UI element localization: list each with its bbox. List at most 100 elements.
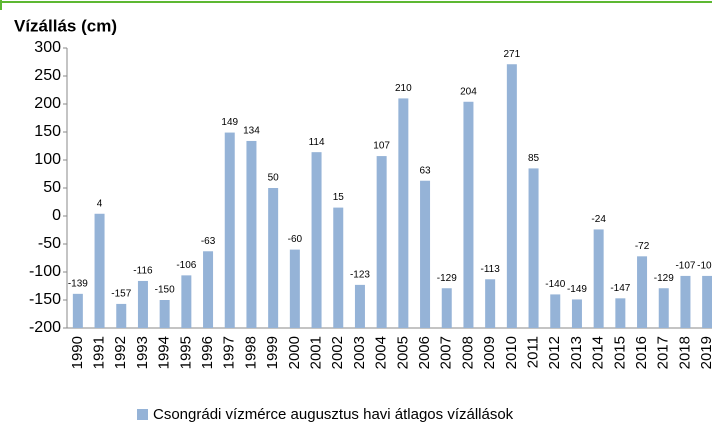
- bar: [116, 303, 127, 328]
- bar: [376, 156, 387, 328]
- x-tick-label: 1991: [91, 336, 108, 369]
- bar: [268, 188, 279, 328]
- x-tick-label: 1999: [264, 336, 281, 369]
- x-tick-label: 2016: [633, 336, 650, 369]
- bar: [289, 249, 300, 328]
- x-tick-label: 2006: [416, 336, 433, 369]
- bar: [506, 64, 517, 329]
- bar: [159, 300, 170, 328]
- bar: [550, 294, 561, 328]
- data-label: 85: [528, 153, 540, 164]
- bar: [615, 298, 626, 328]
- x-tick-label: 2014: [590, 336, 607, 369]
- data-label: -123: [350, 270, 370, 281]
- data-label: 271: [504, 49, 521, 60]
- data-label: -72: [635, 241, 650, 252]
- bar: [637, 256, 648, 328]
- data-label: -24: [591, 214, 606, 225]
- bar: [658, 288, 669, 328]
- x-tick-label: 1997: [221, 336, 238, 369]
- data-label: -129: [654, 273, 674, 284]
- data-label: -157: [111, 289, 131, 300]
- x-tick-label: 2018: [676, 336, 693, 369]
- data-label: 50: [268, 173, 280, 184]
- x-tick-label: 2003: [351, 336, 368, 369]
- x-tick-label: 2000: [286, 336, 303, 369]
- y-tick-label: -50: [38, 235, 61, 252]
- bar: [224, 132, 235, 328]
- bar: [571, 299, 582, 328]
- bar: [311, 152, 322, 328]
- data-label: -106: [176, 260, 196, 271]
- x-tick-label: 2008: [459, 336, 476, 369]
- data-label: -150: [155, 285, 175, 296]
- x-tick-label: 2013: [568, 336, 585, 369]
- x-tick-label: 2017: [655, 336, 672, 369]
- data-label: 63: [419, 165, 431, 176]
- data-label: -147: [610, 283, 630, 294]
- data-label: 107: [373, 141, 390, 152]
- data-label: 4: [97, 198, 103, 209]
- legend-label: Csongrádi vízmérce augusztus havi átlago…: [153, 406, 514, 423]
- bar: [463, 101, 474, 328]
- data-label: 210: [395, 83, 412, 94]
- x-tick-label: 1990: [69, 336, 86, 369]
- bar: [528, 168, 539, 328]
- x-tick-label: 2004: [373, 336, 390, 369]
- data-label: 149: [221, 117, 238, 128]
- x-tick-label: 2007: [438, 336, 455, 369]
- bar: [441, 288, 452, 328]
- data-label: -139: [68, 278, 88, 289]
- data-label: -116: [133, 266, 153, 277]
- y-tick-label: 150: [34, 123, 61, 140]
- x-tick-label: 2009: [481, 336, 498, 369]
- chart-title: Vízállás (cm): [14, 16, 117, 35]
- y-tick-label: -200: [29, 319, 61, 336]
- bar: [354, 284, 365, 328]
- bar: [593, 229, 604, 328]
- bar: [333, 207, 344, 328]
- bar: [72, 293, 83, 328]
- data-label: -113: [481, 264, 501, 275]
- x-tick-label: 2012: [546, 336, 563, 369]
- data-label: -149: [567, 284, 587, 295]
- x-tick-label: 2005: [394, 336, 411, 369]
- y-tick-label: 200: [34, 95, 61, 112]
- bar: [246, 140, 257, 328]
- y-tick-label: -100: [29, 263, 61, 280]
- legend-swatch: [137, 409, 148, 420]
- data-label: -107: [675, 261, 695, 272]
- y-tick-label: 50: [43, 179, 61, 196]
- data-label: -107: [697, 261, 712, 272]
- y-tick-label: -150: [29, 291, 61, 308]
- x-tick-label: 2011: [525, 336, 542, 368]
- y-tick-label: 300: [34, 39, 61, 56]
- y-tick-label: 100: [34, 151, 61, 168]
- data-label: -129: [437, 273, 457, 284]
- data-label: 134: [243, 126, 260, 137]
- x-tick-label: 1992: [112, 336, 129, 369]
- bar: [398, 98, 409, 329]
- x-tick-label: 2002: [329, 336, 346, 369]
- bar: [485, 279, 496, 328]
- x-tick-label: 1995: [177, 336, 194, 369]
- y-tick-label: 0: [52, 207, 61, 224]
- x-tick-label: 1994: [156, 336, 173, 369]
- data-label: 204: [460, 86, 477, 97]
- bar: [203, 251, 214, 328]
- data-label: 114: [309, 137, 325, 148]
- data-label: 15: [333, 192, 345, 203]
- data-label: -60: [288, 234, 303, 245]
- bar: [181, 275, 192, 328]
- y-tick-label: 250: [34, 67, 61, 84]
- x-tick-label: 1998: [242, 336, 259, 369]
- x-tick-label: 2001: [308, 336, 325, 369]
- x-tick-label: 1993: [134, 336, 151, 369]
- bar: [94, 213, 105, 328]
- x-tick-label: 2019: [698, 336, 712, 369]
- bar: [420, 180, 431, 328]
- data-label: -140: [545, 279, 565, 290]
- data-label: -63: [201, 236, 216, 247]
- x-tick-label: 2010: [503, 336, 520, 369]
